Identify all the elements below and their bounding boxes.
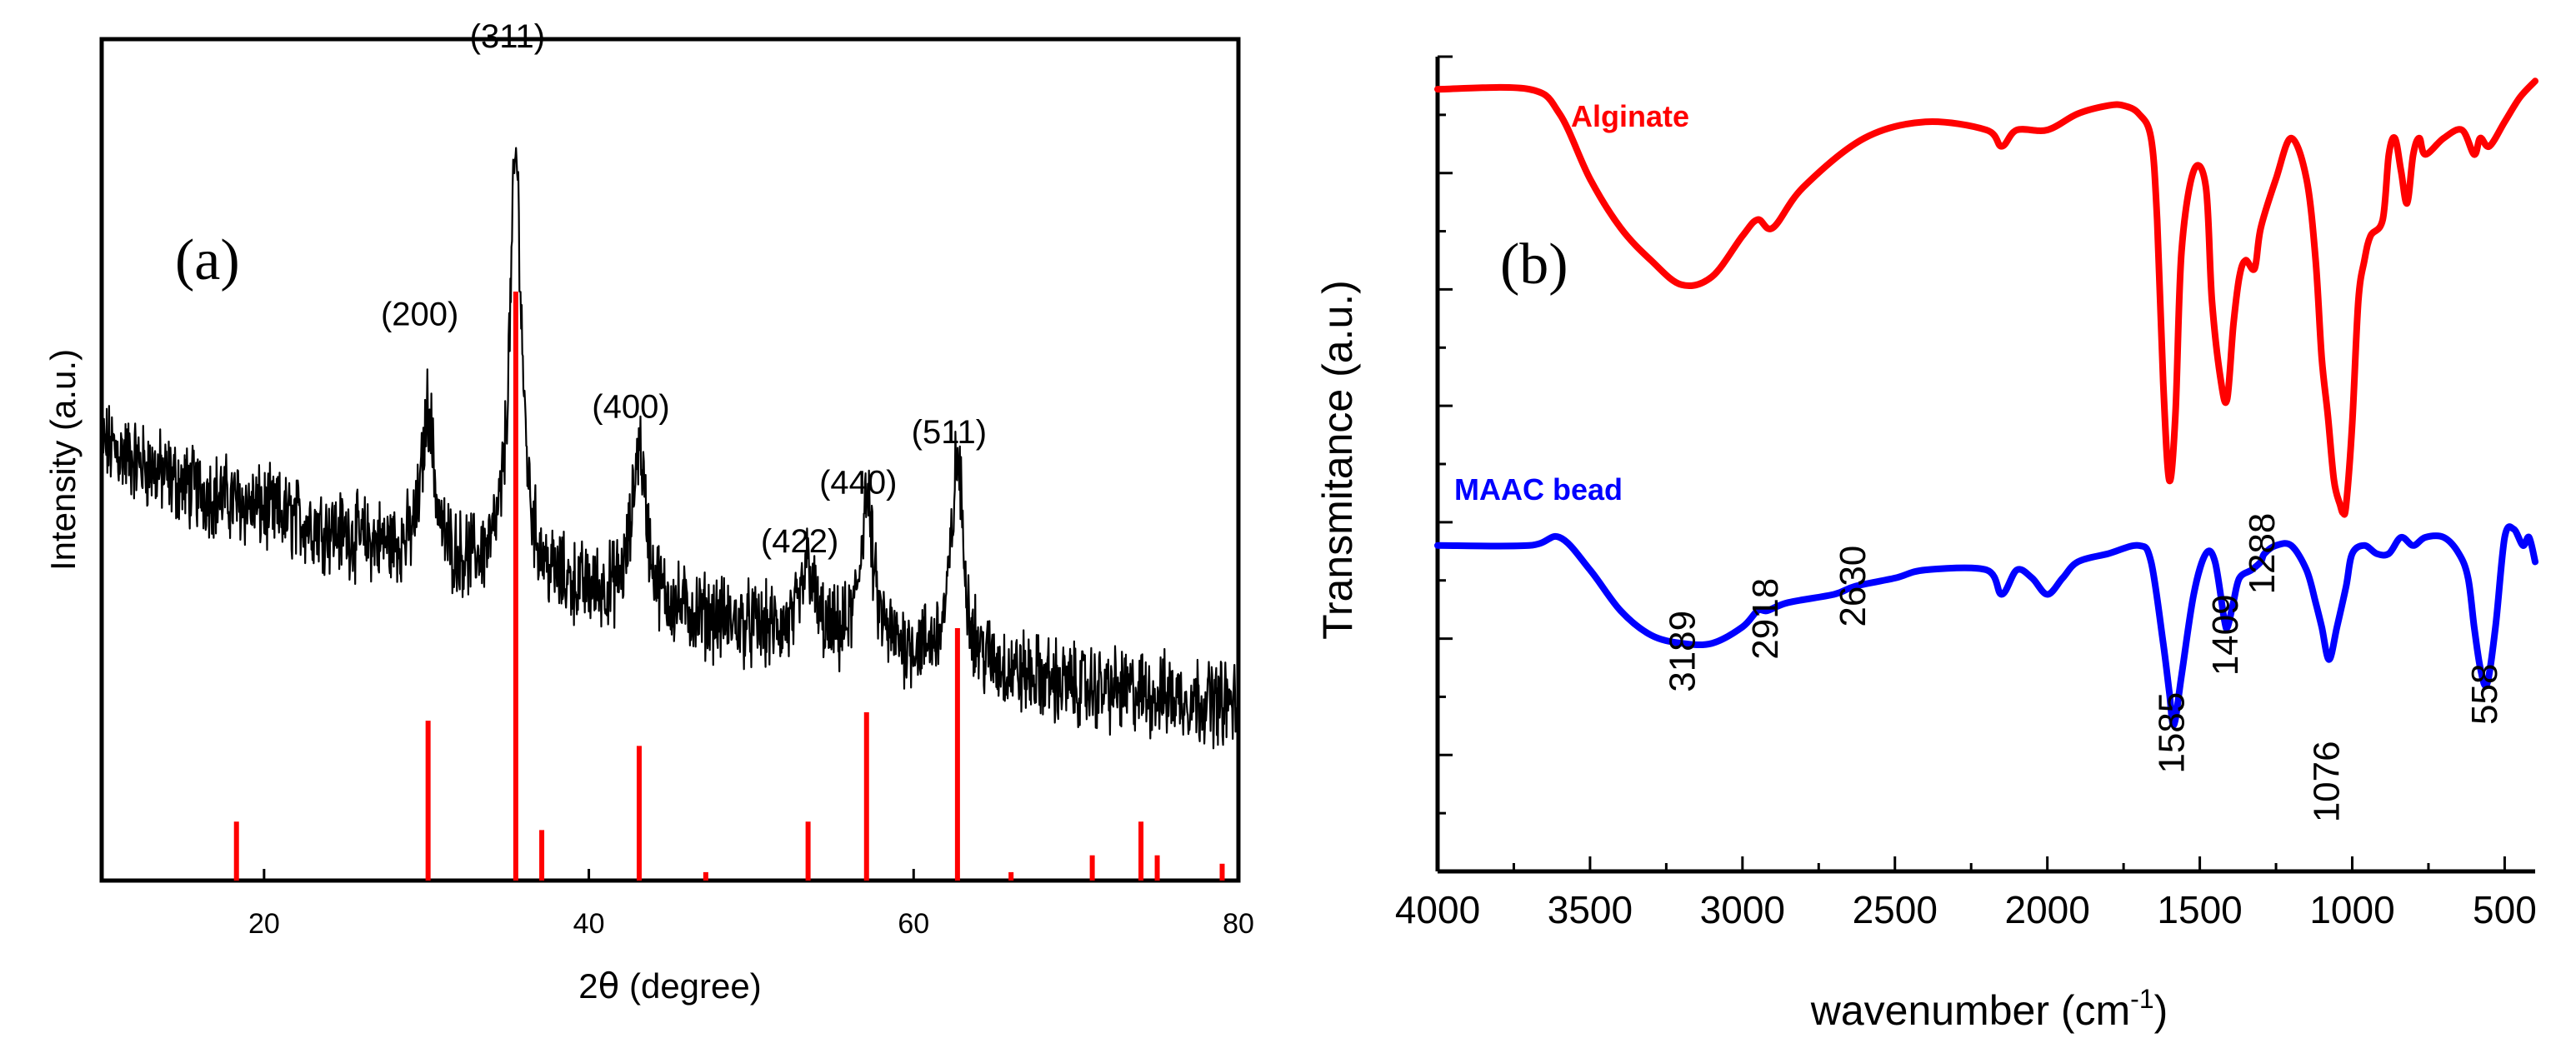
peak-label-a: (440) xyxy=(819,464,897,501)
peak-label-b: 3189 xyxy=(1663,611,1703,692)
x-tick-label-b: 1500 xyxy=(2157,888,2242,931)
panel-a: 20 40 60 80 (200)(311)(400)(422)(440)(511) … xyxy=(43,18,1254,1006)
x-axis-label-a-prefix: 2 xyxy=(578,966,598,1006)
legend-label-alginate: Alginate xyxy=(1571,99,1689,133)
x-axis-label-a-suffix: (degree) xyxy=(619,966,761,1006)
peak-label-a: (200) xyxy=(381,296,458,332)
x-tick-label-b: 3500 xyxy=(1548,888,1633,931)
x-axis-label-a: 2θ (degree) xyxy=(578,966,761,1006)
plot-frame-a xyxy=(99,37,1241,883)
xrd-series-line xyxy=(100,147,1240,750)
x-tick-label-a: 20 xyxy=(248,908,280,940)
x-axis-label-a-theta: θ xyxy=(598,966,620,1006)
alginate-series-line xyxy=(1434,77,2538,518)
peak-label-b: 558 xyxy=(2464,664,2505,725)
y-axis-label-b: Transmitance (a.u.) xyxy=(1314,280,1361,640)
panel-label-b: (b) xyxy=(1500,232,1568,297)
x-tick-label-b: 3000 xyxy=(1700,888,1785,931)
peak-annotations-a: (200) (311) (400) (422) (440) (511) xyxy=(381,18,987,560)
peak-label-b: 1409 xyxy=(2205,594,2246,676)
x-axis-ticks-a: 20 40 60 80 xyxy=(248,869,1254,940)
x-tick-label-b: 1000 xyxy=(2309,888,2394,931)
x-axis-label-b-main: wavenumber (cm xyxy=(1810,987,2130,1034)
peak-label-b: 2630 xyxy=(1833,546,1873,627)
panel-b: 4000 3500 3000 2500 2000 1500 1000 500 Alginate… xyxy=(1314,55,2538,1034)
x-axis-ticks-b: 4000 3500 3000 2500 2000 1500 1000 500 xyxy=(1395,856,2537,931)
x-tick-label-a: 60 xyxy=(898,908,929,940)
x-axis-label-b: wavenumber (cm-1) xyxy=(1810,984,2168,1034)
peak-label-b: 1585 xyxy=(2152,692,2193,774)
peak-label-b: 1076 xyxy=(2307,741,2348,822)
x-axis-label-b-sup: -1 xyxy=(2130,984,2153,1014)
peak-label-a: (422) xyxy=(761,523,838,560)
peak-label-a: (511) xyxy=(912,414,987,451)
peak-label-a: (311) xyxy=(470,18,545,55)
x-tick-label-b: 2500 xyxy=(1853,888,1938,931)
legend-label-maac-bead: MAAC bead xyxy=(1454,472,1623,507)
peak-label-b: 1288 xyxy=(2242,513,2283,595)
peak-label-b: 2918 xyxy=(1745,578,1786,660)
x-tick-label-a: 40 xyxy=(573,908,605,940)
y-axis-label-a: Intensity (a.u.) xyxy=(43,349,83,571)
panel-label-a: (a) xyxy=(175,228,240,292)
maac-bead-series-line xyxy=(1434,523,2538,729)
x-tick-label-b: 4000 xyxy=(1395,888,1480,931)
peak-label-a: (400) xyxy=(592,389,669,426)
x-tick-label-a: 80 xyxy=(1223,908,1254,940)
y-axis-ticks-b xyxy=(1438,55,1453,873)
x-tick-label-b: 500 xyxy=(2473,888,2537,931)
x-axis-label-b-end: ) xyxy=(2154,987,2168,1034)
x-tick-label-b: 2000 xyxy=(2004,888,2089,931)
reference-lines-a xyxy=(233,292,1225,881)
